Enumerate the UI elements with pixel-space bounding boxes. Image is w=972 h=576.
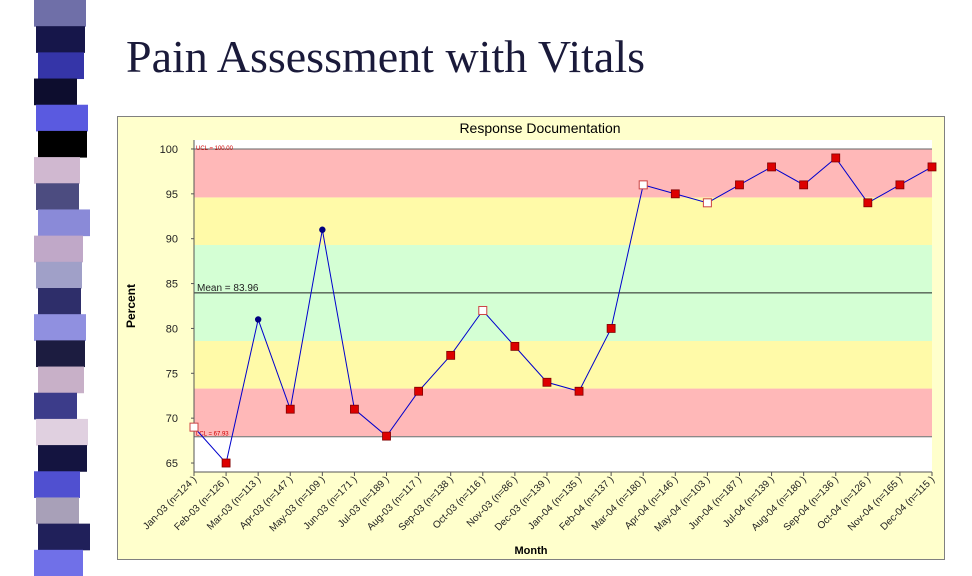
slide-title: Pain Assessment with Vitals [126,31,646,82]
data-point [863,198,873,208]
deco-stripe [34,549,83,576]
data-point [574,386,584,396]
y-tick-label: 100 [160,144,178,156]
data-point [510,341,520,351]
data-point [319,226,326,233]
data-point [414,386,424,396]
data-point [382,431,391,441]
data-point [221,458,231,468]
y-tick-label: 65 [166,458,178,470]
zone-band [194,340,932,389]
deco-stripe [38,130,87,158]
deco-stripe [36,261,82,289]
decorative-side-bar [34,0,90,576]
deco-stripe [36,104,88,132]
deco-stripe [38,523,90,551]
data-point [735,180,744,190]
data-point [927,162,937,172]
deco-stripe [38,366,84,394]
mean-label: Mean = 83.96 [197,283,259,294]
data-point [285,404,295,414]
deco-stripe [34,392,77,420]
y-axis-label: Percent [124,284,138,328]
deco-stripe [38,288,81,315]
deco-stripe [36,418,88,446]
x-axis-label: Month [515,545,548,557]
data-point [446,350,456,360]
y-tick-label: 95 [166,189,178,201]
data-point [767,162,776,172]
chart-title: Response Documentation [459,120,620,136]
zone-band [194,388,932,437]
deco-stripe [34,78,77,106]
data-point [670,189,680,199]
deco-stripe [38,52,84,80]
deco-stripe [34,157,80,184]
deco-stripe [36,26,85,53]
y-tick-label: 85 [166,279,178,291]
deco-stripe [36,497,79,525]
lcl-label: LCL = 67.93 [196,432,229,438]
deco-stripe [36,340,85,368]
deco-stripe [38,445,87,472]
zone-band [194,148,932,198]
data-point [702,198,712,208]
deco-stripe [36,183,79,210]
control-chart: UCL = 100.00 LCL = 67.93 Mean = 83.96 65 70 7… [117,116,945,560]
y-tick-label: 70 [166,413,178,425]
data-point [350,404,359,414]
y-tick-label: 75 [166,368,178,380]
zone-band [194,197,932,245]
deco-stripe [38,209,90,237]
data-point [831,153,841,163]
y-tick-label: 80 [166,323,178,335]
ucl-label: UCL = 100.00 [196,146,234,152]
data-point [478,305,488,315]
data-point [254,316,262,323]
deco-stripe [34,471,80,498]
data-point [638,180,648,190]
y-tick-label: 90 [166,234,178,246]
data-point [606,324,616,333]
series-line [193,157,933,465]
deco-stripe [34,235,83,263]
deco-stripe [34,314,86,341]
data-point [799,180,809,190]
data-point [189,422,199,432]
deco-stripe [34,0,86,27]
data-point [542,377,552,387]
data-point [895,180,905,190]
